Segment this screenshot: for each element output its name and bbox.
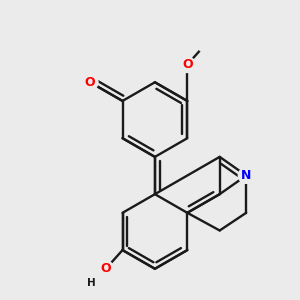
Circle shape xyxy=(238,168,254,183)
Text: H: H xyxy=(87,278,95,289)
Circle shape xyxy=(83,276,99,291)
Text: O: O xyxy=(100,262,111,275)
Text: O: O xyxy=(182,58,193,71)
Circle shape xyxy=(82,74,98,90)
Circle shape xyxy=(179,57,195,73)
Circle shape xyxy=(98,261,114,277)
Circle shape xyxy=(198,40,210,52)
Text: N: N xyxy=(241,169,251,182)
Text: O: O xyxy=(85,76,95,89)
